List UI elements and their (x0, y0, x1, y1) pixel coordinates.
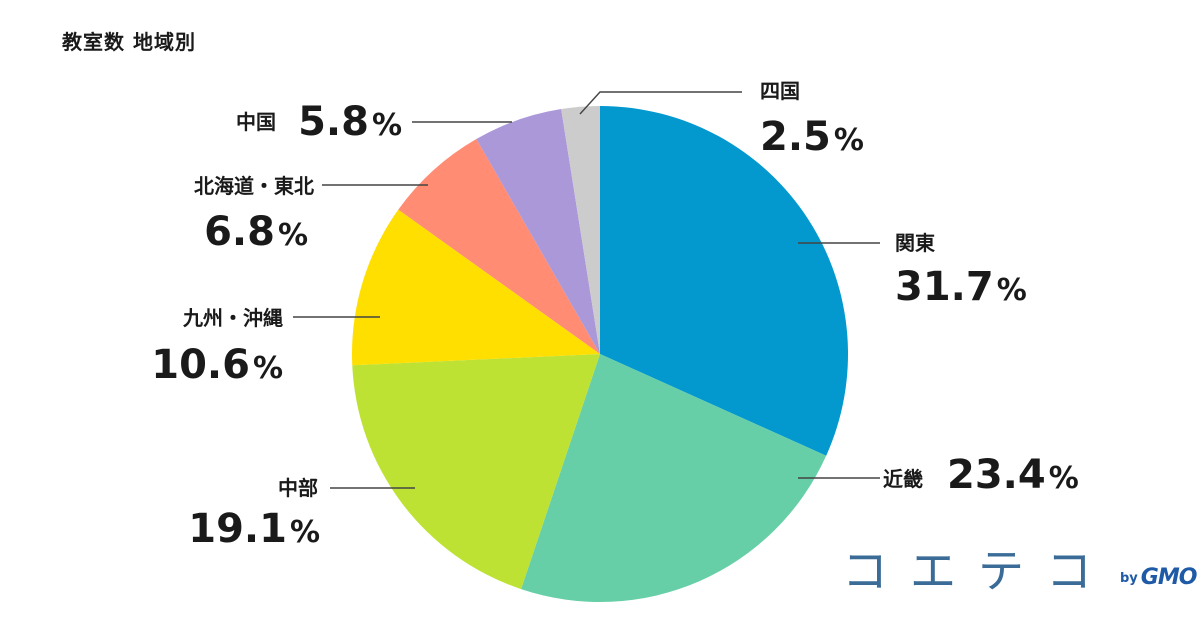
slice-label: 中国 (236, 110, 276, 134)
chart-title: 教室数 地域別 (62, 30, 196, 54)
leader-line (579, 91, 742, 115)
slice-label: 九州・沖縄 (182, 306, 283, 330)
brand-logo: コエテコ by GMO (842, 544, 1198, 598)
brand-logo-company: GMO (1140, 565, 1198, 590)
pie-slice (561, 106, 600, 354)
slice-value-label: 31.7% (895, 264, 1027, 310)
slice-value-label: 23.4% (947, 452, 1079, 498)
slice-label: 関東 (895, 231, 935, 255)
slice-value-label: 19.1% (188, 506, 320, 552)
pie-slice (352, 209, 600, 366)
slice-value-label: 6.8% (204, 209, 308, 255)
pie-slice (398, 139, 600, 354)
brand-logo-text: コエテコ (842, 544, 1114, 598)
pie-slice (352, 354, 600, 590)
slice-value-label: 5.8% (298, 99, 402, 145)
slice-label: 中部 (278, 476, 318, 500)
pie-slice (476, 109, 600, 354)
slice-label: 近畿 (883, 467, 923, 491)
slice-label: 四国 (760, 79, 800, 103)
slice-value-label: 2.5% (760, 114, 864, 160)
pie-slice (521, 354, 827, 602)
pie-slice (600, 106, 849, 456)
slice-value-label: 10.6% (151, 342, 283, 388)
slice-label: 北海道・東北 (194, 174, 314, 198)
brand-logo-by: by (1120, 571, 1138, 586)
